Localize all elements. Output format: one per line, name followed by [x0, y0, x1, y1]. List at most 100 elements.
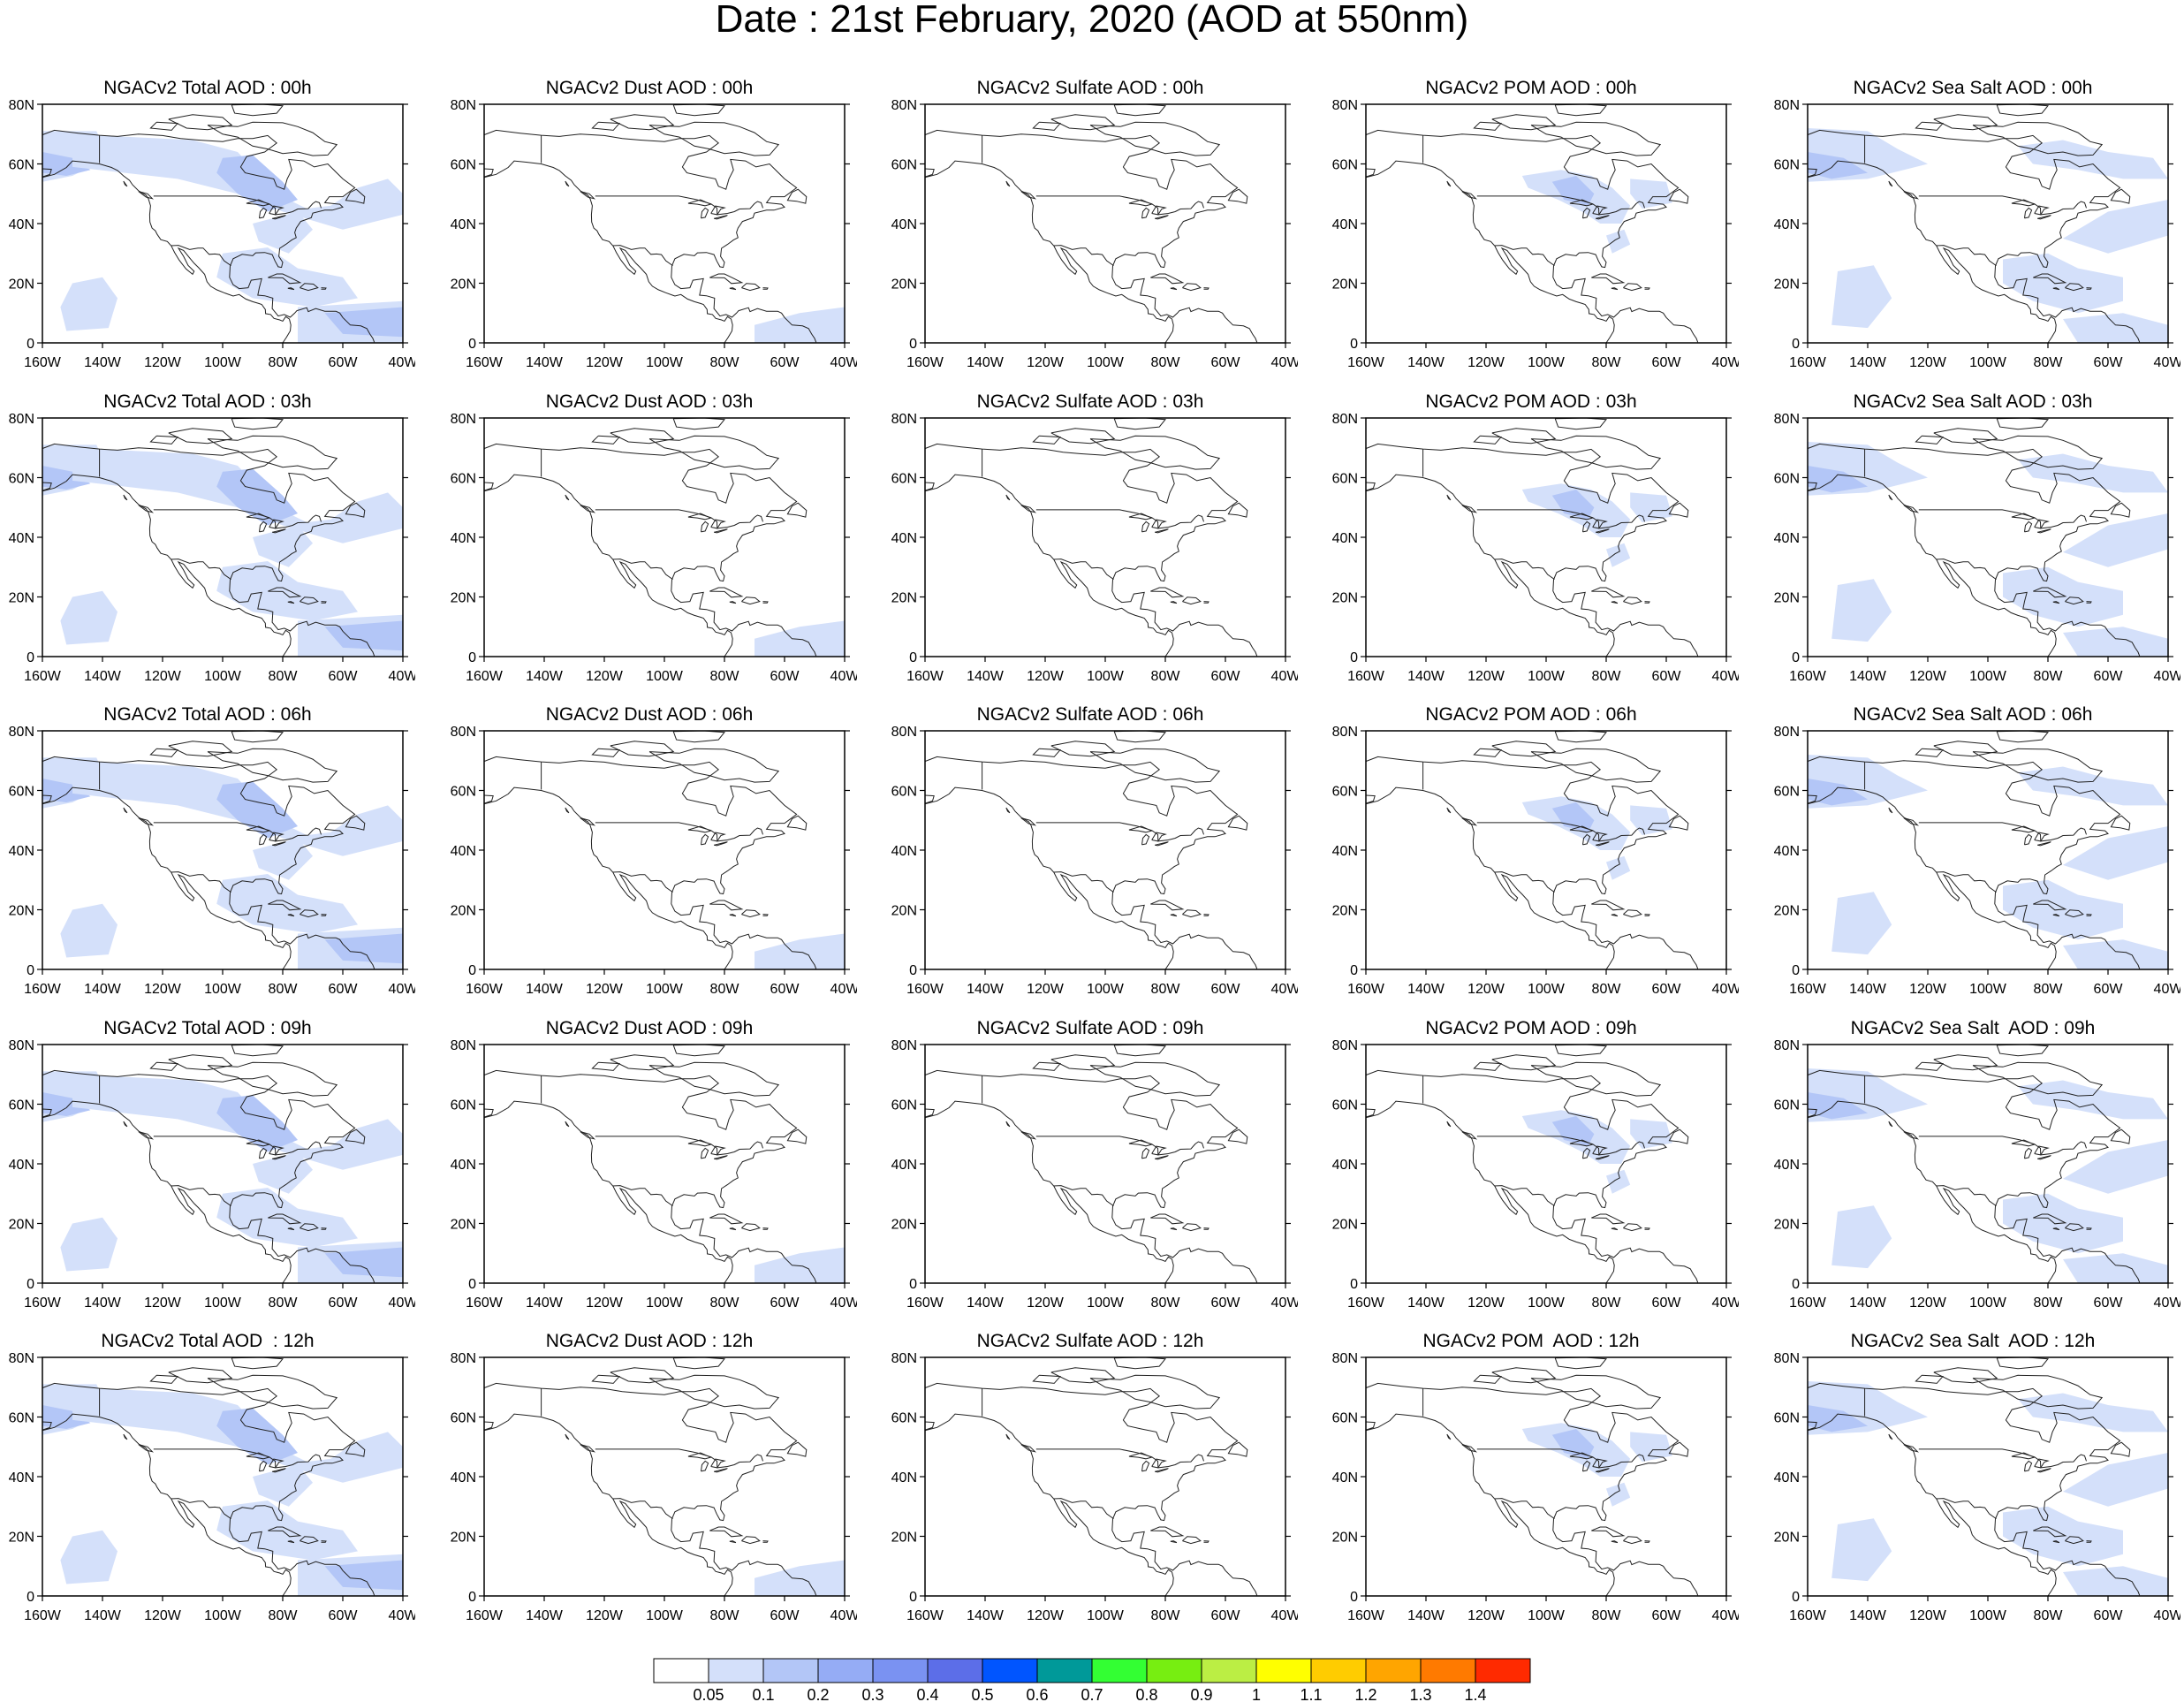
lat-tick-label: 40N: [891, 531, 917, 546]
coastline-segment: [1569, 1452, 1594, 1460]
lat-tick-label: 0: [1792, 963, 1800, 978]
coastline-segment: [2033, 1526, 2067, 1538]
coastline-segment: [1996, 1357, 2049, 1370]
coastline-segment: [1150, 1526, 1185, 1538]
aod-contour-fill: [324, 620, 403, 651]
coastline-segment: [1035, 509, 1204, 529]
coastline-segment: [610, 741, 675, 757]
coastline-segment: [1089, 748, 1221, 783]
coastline-segment: [149, 1061, 179, 1071]
lat-tick-label: 20N: [1332, 1218, 1358, 1233]
lon-tick-label: 100W: [646, 1608, 684, 1622]
lon-tick-label: 80W: [2034, 355, 2064, 369]
lon-tick-label: 100W: [1087, 355, 1125, 369]
coastline-segment: [1996, 1045, 2049, 1057]
panel-title: NGACv2 Sulfate AOD : 09h: [976, 1018, 1204, 1038]
lon-tick-label: 80W: [710, 669, 740, 683]
lon-tick-label: 140W: [526, 982, 564, 996]
lat-tick-label: 0: [909, 963, 917, 978]
lon-tick-label: 160W: [24, 355, 62, 369]
lon-tick-label: 120W: [1027, 355, 1065, 369]
panel-title: NGACv2 Sea Salt AOD : 00h: [1853, 78, 2093, 98]
coastline-segment: [1582, 1147, 1591, 1159]
lat-tick-label: 40N: [1332, 217, 1358, 232]
lon-tick-label: 60W: [329, 1608, 359, 1622]
coastline-segment: [1491, 741, 1557, 757]
coastline-segment: [786, 815, 808, 831]
coastline-segment: [207, 748, 338, 783]
coastline-segment: [710, 519, 726, 529]
aod-contour-fill: [2003, 566, 2123, 627]
coastline-segment: [687, 513, 712, 520]
lon-tick-label: 160W: [24, 982, 62, 996]
aod-contour-fill: [216, 155, 298, 212]
coastline-segment: [1933, 114, 1998, 131]
coastline: [1366, 418, 1711, 657]
coastline-segment: [687, 825, 712, 833]
lon-tick-label: 120W: [1467, 1608, 1505, 1622]
coastline-segment: [1141, 1147, 1150, 1159]
coastline-segment: [300, 909, 319, 918]
lon-tick-label: 80W: [1151, 1608, 1181, 1622]
lon-tick-label: 140W: [1407, 355, 1445, 369]
lat-tick-label: 60N: [451, 785, 476, 800]
lon-tick-label: 160W: [466, 982, 504, 996]
lat-tick-label: 40N: [451, 531, 476, 546]
coastline-segment: [1182, 1536, 1202, 1545]
coastline-segment: [741, 1223, 761, 1232]
lon-tick-label: 40W: [830, 355, 857, 369]
coastline-segment: [1595, 215, 1610, 220]
lon-tick-label: 120W: [1027, 1608, 1065, 1622]
coastline-segment: [1592, 832, 1608, 842]
coastline-segment: [2078, 418, 2153, 419]
coastline-segment: [1032, 1061, 1062, 1071]
map-panel: NGACv2 POM AOD : 09h 80N 60N 40N 20N 0 160W 140…: [1323, 1018, 1739, 1310]
coastline-segment: [1446, 1433, 1452, 1440]
coastline-segment: [2052, 914, 2060, 917]
coastline-segment: [1446, 494, 1452, 501]
coastline-segment: [1170, 1540, 1178, 1544]
aod-contour-fill: [755, 1560, 845, 1596]
lon-tick-label: 40W: [830, 1295, 857, 1310]
lon-tick-label: 80W: [2034, 1295, 2064, 1310]
lat-tick-label: 20N: [1774, 1218, 1800, 1233]
lat-tick-label: 40N: [1774, 1470, 1800, 1485]
lon-tick-label: 60W: [770, 1295, 800, 1310]
lat-tick-label: 20N: [9, 277, 34, 293]
lat-tick-label: 60N: [9, 472, 34, 487]
coastline-segment: [1491, 428, 1557, 444]
coastline: [1366, 104, 1711, 343]
aod-field: [1808, 128, 2168, 343]
lon-tick-label: 120W: [1909, 669, 1947, 683]
coastline-segment: [1611, 914, 1619, 917]
lon-tick-label: 40W: [1712, 1608, 1739, 1622]
lat-tick-label: 20N: [891, 904, 917, 919]
coastline-segment: [580, 191, 596, 200]
aod-contour-fill: [42, 1092, 91, 1116]
coastline-segment: [595, 822, 763, 842]
coastline-segment: [612, 1185, 673, 1207]
lon-tick-label: 60W: [329, 669, 359, 683]
coastline-segment: [138, 1444, 155, 1453]
coastline-segment: [1473, 121, 1503, 131]
lon-tick-label: 40W: [1271, 669, 1298, 683]
lat-tick-label: 60N: [9, 1411, 34, 1426]
coastline-segment: [1918, 195, 2087, 216]
coastline-segment: [1644, 1540, 1650, 1543]
lon-tick-label: 40W: [389, 355, 415, 369]
aod-field: [42, 1071, 403, 1283]
aod-contour-fill: [755, 933, 845, 969]
coastline-segment: [2052, 287, 2060, 291]
aod-contour-fill: [2063, 939, 2168, 969]
coastline-segment: [1050, 1367, 1116, 1384]
coastline-segment: [713, 215, 728, 220]
coastline-segment: [701, 1460, 709, 1472]
lat-tick-label: 80N: [1332, 1039, 1358, 1053]
coastline-segment: [345, 1128, 366, 1144]
aod-map: 80N 60N 40N 20N 0 160W 140W 120W 100W 80W 60W 40W: [451, 1352, 857, 1622]
aod-contour-fill: [1551, 1429, 1595, 1459]
coastline-segment: [1020, 817, 1037, 826]
aod-map: 80N 60N 40N 20N 0 160W 140W 120W 100W 80W 60W 40W: [1332, 726, 1739, 996]
lon-tick-label: 160W: [466, 355, 504, 369]
lon-tick-label: 60W: [329, 355, 359, 369]
